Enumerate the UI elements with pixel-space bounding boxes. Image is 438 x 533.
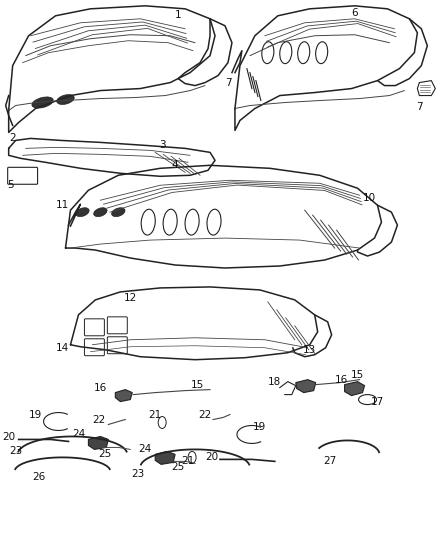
Text: 14: 14 [56, 343, 69, 353]
Text: 15: 15 [191, 379, 204, 390]
Text: 19: 19 [29, 409, 42, 419]
Polygon shape [88, 437, 108, 449]
Text: 11: 11 [56, 200, 69, 210]
Text: 21: 21 [148, 409, 162, 419]
Text: 5: 5 [7, 180, 14, 190]
Text: 3: 3 [159, 140, 166, 150]
Text: 7: 7 [416, 101, 423, 111]
Text: 4: 4 [172, 160, 178, 171]
Polygon shape [345, 382, 364, 395]
Text: 19: 19 [253, 423, 266, 432]
Text: 2: 2 [9, 133, 16, 143]
Text: 23: 23 [132, 470, 145, 479]
Text: 24: 24 [72, 430, 85, 440]
Text: 25: 25 [99, 449, 112, 459]
Text: 24: 24 [138, 445, 152, 455]
Text: 16: 16 [94, 383, 107, 393]
Text: 13: 13 [303, 345, 316, 355]
Text: 22: 22 [92, 415, 105, 424]
Text: 7: 7 [225, 78, 231, 87]
Text: 27: 27 [323, 456, 336, 466]
Ellipse shape [94, 208, 107, 216]
Text: 20: 20 [2, 432, 15, 442]
Text: 20: 20 [205, 453, 219, 463]
Text: 26: 26 [32, 472, 45, 482]
Text: 18: 18 [268, 377, 282, 386]
Text: 17: 17 [371, 397, 384, 407]
Ellipse shape [76, 208, 89, 216]
Ellipse shape [112, 208, 125, 216]
Polygon shape [115, 390, 132, 401]
Ellipse shape [57, 95, 74, 104]
Text: 10: 10 [363, 193, 376, 203]
Text: 12: 12 [124, 293, 137, 303]
Polygon shape [155, 451, 175, 464]
Text: 15: 15 [351, 370, 364, 379]
Text: 1: 1 [175, 10, 181, 20]
Text: 16: 16 [335, 375, 348, 385]
Text: 25: 25 [172, 462, 185, 472]
Polygon shape [296, 379, 316, 393]
Ellipse shape [32, 97, 53, 108]
Text: 22: 22 [198, 409, 212, 419]
Text: 21: 21 [181, 456, 195, 466]
Text: 23: 23 [9, 447, 22, 456]
Text: 6: 6 [351, 8, 358, 18]
